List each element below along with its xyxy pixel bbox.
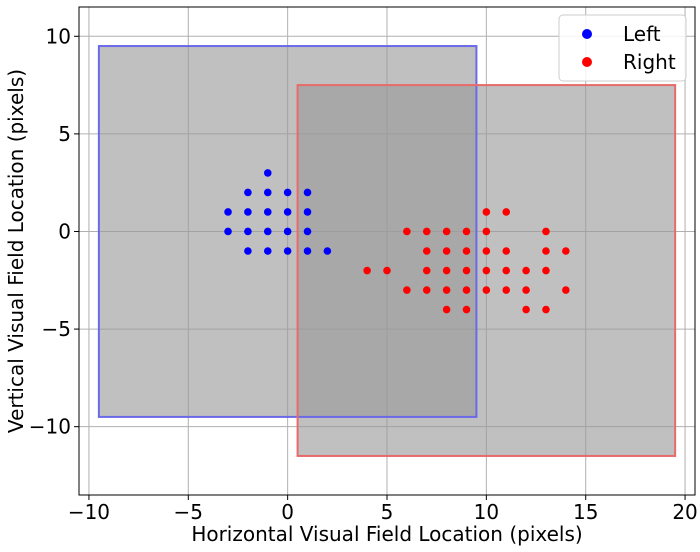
point-right (522, 266, 530, 275)
legend-label-left: Left (623, 22, 661, 46)
point-left (224, 208, 232, 216)
y-tick-label: 10 (46, 24, 71, 48)
x-tick-label: 20 (672, 500, 697, 524)
point-right (462, 286, 471, 294)
point-right (462, 247, 471, 255)
point-right (542, 266, 550, 275)
legend-marker-left (582, 29, 592, 39)
point-right (562, 247, 570, 255)
point-right (482, 247, 491, 255)
x-tick-label: 10 (474, 500, 499, 524)
point-left (323, 247, 332, 255)
data-points (224, 169, 570, 314)
x-tick-label: −10 (68, 500, 110, 524)
point-right (383, 266, 391, 275)
point-right (522, 286, 530, 294)
point-right (442, 305, 451, 314)
point-right (403, 227, 411, 236)
point-right (482, 266, 491, 275)
point-right (482, 208, 491, 216)
point-left (244, 208, 252, 216)
point-right (542, 247, 550, 255)
point-right (422, 286, 431, 294)
legend: Left Right (558, 14, 687, 82)
legend-marker-right (582, 57, 592, 67)
point-right (422, 266, 431, 275)
point-right (363, 266, 371, 275)
point-right (522, 305, 530, 314)
point-right (502, 286, 511, 294)
point-left (224, 227, 232, 236)
point-right (462, 266, 471, 275)
point-right (422, 247, 431, 255)
x-tick-label: 0 (281, 500, 294, 524)
point-right (442, 247, 451, 255)
x-tick-label: −5 (174, 500, 203, 524)
y-tick-label: −10 (29, 415, 71, 439)
y-tick-label: 0 (58, 219, 71, 243)
point-left (244, 188, 252, 197)
point-left (303, 208, 312, 216)
point-right (442, 266, 451, 275)
point-right (442, 227, 451, 236)
point-left (303, 247, 312, 255)
point-left (263, 169, 272, 177)
point-left (303, 227, 312, 236)
point-left (283, 247, 292, 255)
point-right (502, 247, 511, 255)
region-border-right (296, 84, 677, 457)
region-border-left (97, 45, 478, 418)
x-axis-label: Horizontal Visual Field Location (pixels… (191, 522, 582, 546)
point-right (403, 286, 411, 294)
point-right (462, 305, 471, 314)
point-left (283, 227, 292, 236)
y-tick-label: 5 (58, 122, 71, 146)
point-left (263, 208, 272, 216)
y-axis-label: Vertical Visual Field Location (pixels) (4, 69, 28, 433)
point-left (244, 227, 252, 236)
point-right (482, 286, 491, 294)
point-right (502, 266, 511, 275)
point-right (442, 286, 451, 294)
axis-ticks: −10 −5 0 5 10 15 20 −10 −5 0 5 10 (29, 24, 698, 524)
point-left (283, 208, 292, 216)
point-right (542, 227, 550, 236)
point-left (263, 188, 272, 197)
y-tick-label: −5 (42, 317, 71, 341)
point-left (303, 188, 312, 197)
point-right (562, 286, 570, 294)
x-tick-label: 5 (381, 500, 394, 524)
point-left (263, 247, 272, 255)
point-right (422, 227, 431, 236)
point-right (462, 227, 471, 236)
legend-label-right: Right (623, 50, 676, 74)
point-left (244, 247, 252, 255)
point-right (482, 227, 491, 236)
point-left (263, 227, 272, 236)
point-right (542, 305, 550, 314)
point-right (502, 208, 511, 216)
point-left (283, 188, 292, 197)
x-tick-label: 15 (573, 500, 598, 524)
field-regions (97, 45, 677, 457)
